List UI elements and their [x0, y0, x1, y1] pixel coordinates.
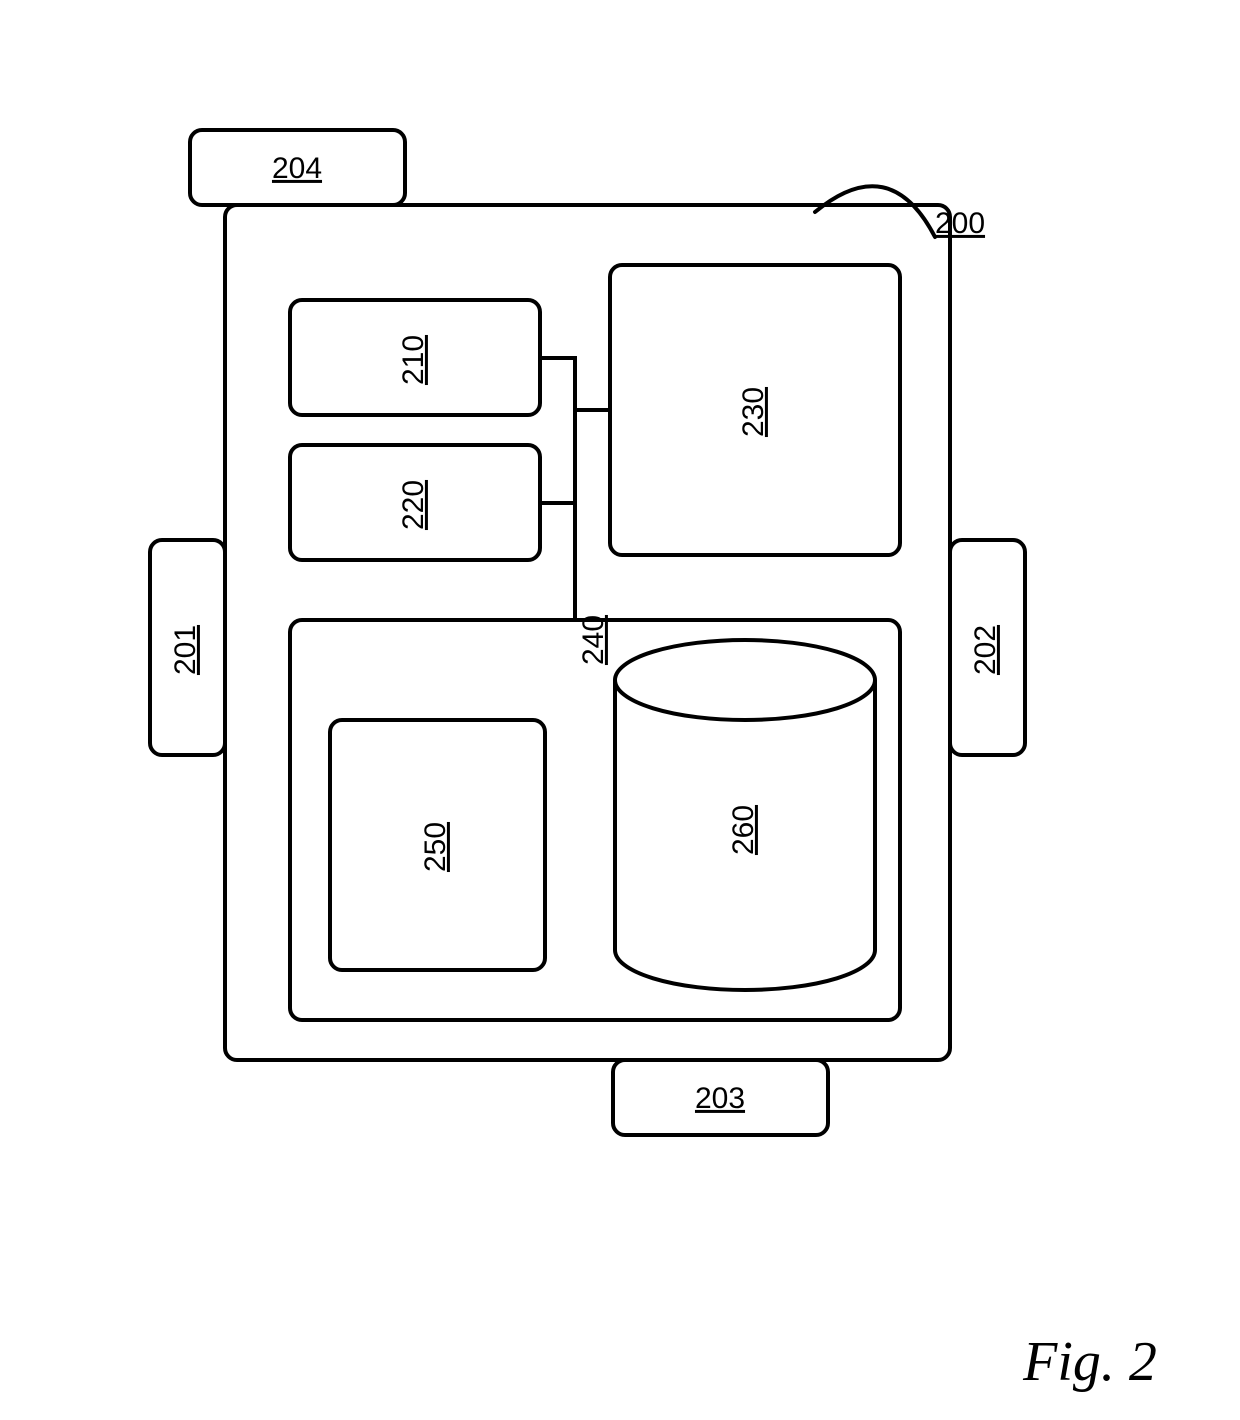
label-220: 220: [397, 480, 430, 530]
block-240: [290, 620, 900, 1020]
label-204: 204: [272, 152, 322, 185]
label-203: 203: [695, 1082, 745, 1115]
label-202: 202: [969, 625, 1002, 675]
label-201: 201: [169, 625, 202, 675]
leader-200: [815, 186, 935, 237]
label-260: 260: [727, 805, 760, 855]
label-200: 200: [935, 207, 985, 240]
figure-caption: Fig. 2: [1022, 1331, 1157, 1393]
label-250: 250: [419, 822, 452, 872]
cylinder-260-top: [615, 640, 875, 720]
label-230: 230: [737, 387, 770, 437]
cylinder-260-bottom: [615, 950, 875, 990]
label-240: 240: [577, 615, 610, 665]
label-210: 210: [397, 335, 430, 385]
connector-b210_right: [540, 358, 575, 410]
diagram-canvas: 200 204 201 203 202 210 220 230 240 250 260 Fig. 2: [0, 0, 1240, 1420]
connector-b220_right: [540, 410, 575, 503]
